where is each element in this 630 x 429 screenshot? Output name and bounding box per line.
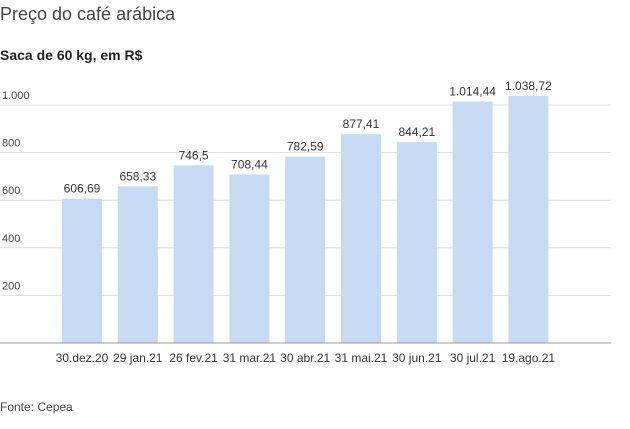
bar-value-label: 708,44	[231, 157, 268, 171]
bars	[62, 95, 549, 343]
category-labels: 30.dez.20 29 jan.21 26 fev.21 31 mar.21 30 a…	[56, 351, 556, 365]
bar	[62, 198, 102, 343]
source-note: Fonte: Cepea	[0, 400, 73, 414]
y-tick-label: 800	[2, 138, 20, 150]
bar	[285, 156, 326, 343]
data-labels: 606,69 658,33 746,5 708,44 782,59 877,41 844,2…	[64, 79, 552, 196]
x-tick-label: 30.dez.20	[56, 351, 109, 365]
x-tick-label: 31 mai.21	[335, 351, 388, 365]
bar-value-label: 658,33	[119, 169, 156, 183]
bar-value-label: 606,69	[64, 182, 101, 196]
x-tick-label: 26 fev.21	[169, 351, 218, 365]
x-tick-label: 30 abr.21	[280, 351, 330, 365]
x-tick-label: 29 jan.21	[113, 351, 163, 365]
chart-title: Preço do café arábica	[0, 4, 176, 24]
bar-chart: 200 400 600 800 1.000 606,69 658,33 746,5 708,4…	[0, 79, 611, 365]
bar	[452, 101, 493, 343]
y-tick-label: 400	[2, 233, 20, 245]
bar-value-label: 844,21	[398, 125, 435, 139]
bar-value-label: 1.014,44	[449, 85, 496, 99]
x-tick-label: 30 jun.21	[392, 351, 442, 365]
y-tick-label: 600	[2, 185, 20, 197]
bar	[508, 95, 549, 343]
bar	[396, 142, 437, 343]
bar	[117, 186, 158, 343]
bar-value-label: 746,5	[179, 148, 209, 162]
bar-value-label: 1.038,72	[505, 79, 552, 93]
bar-value-label: 877,41	[343, 117, 380, 131]
bar	[173, 165, 214, 343]
x-tick-label: 31 mar.21	[223, 351, 277, 365]
bar	[341, 134, 381, 343]
bar-value-label: 782,59	[287, 140, 324, 154]
y-tick-label: 200	[2, 280, 20, 292]
x-tick-label: 30 jul.21	[450, 351, 496, 365]
y-tick-label: 1.000	[2, 90, 30, 102]
bar	[229, 174, 270, 343]
chart-subtitle: Saca de 60 kg, em R$	[0, 47, 143, 63]
x-tick-label: 19.ago.21	[502, 351, 556, 365]
